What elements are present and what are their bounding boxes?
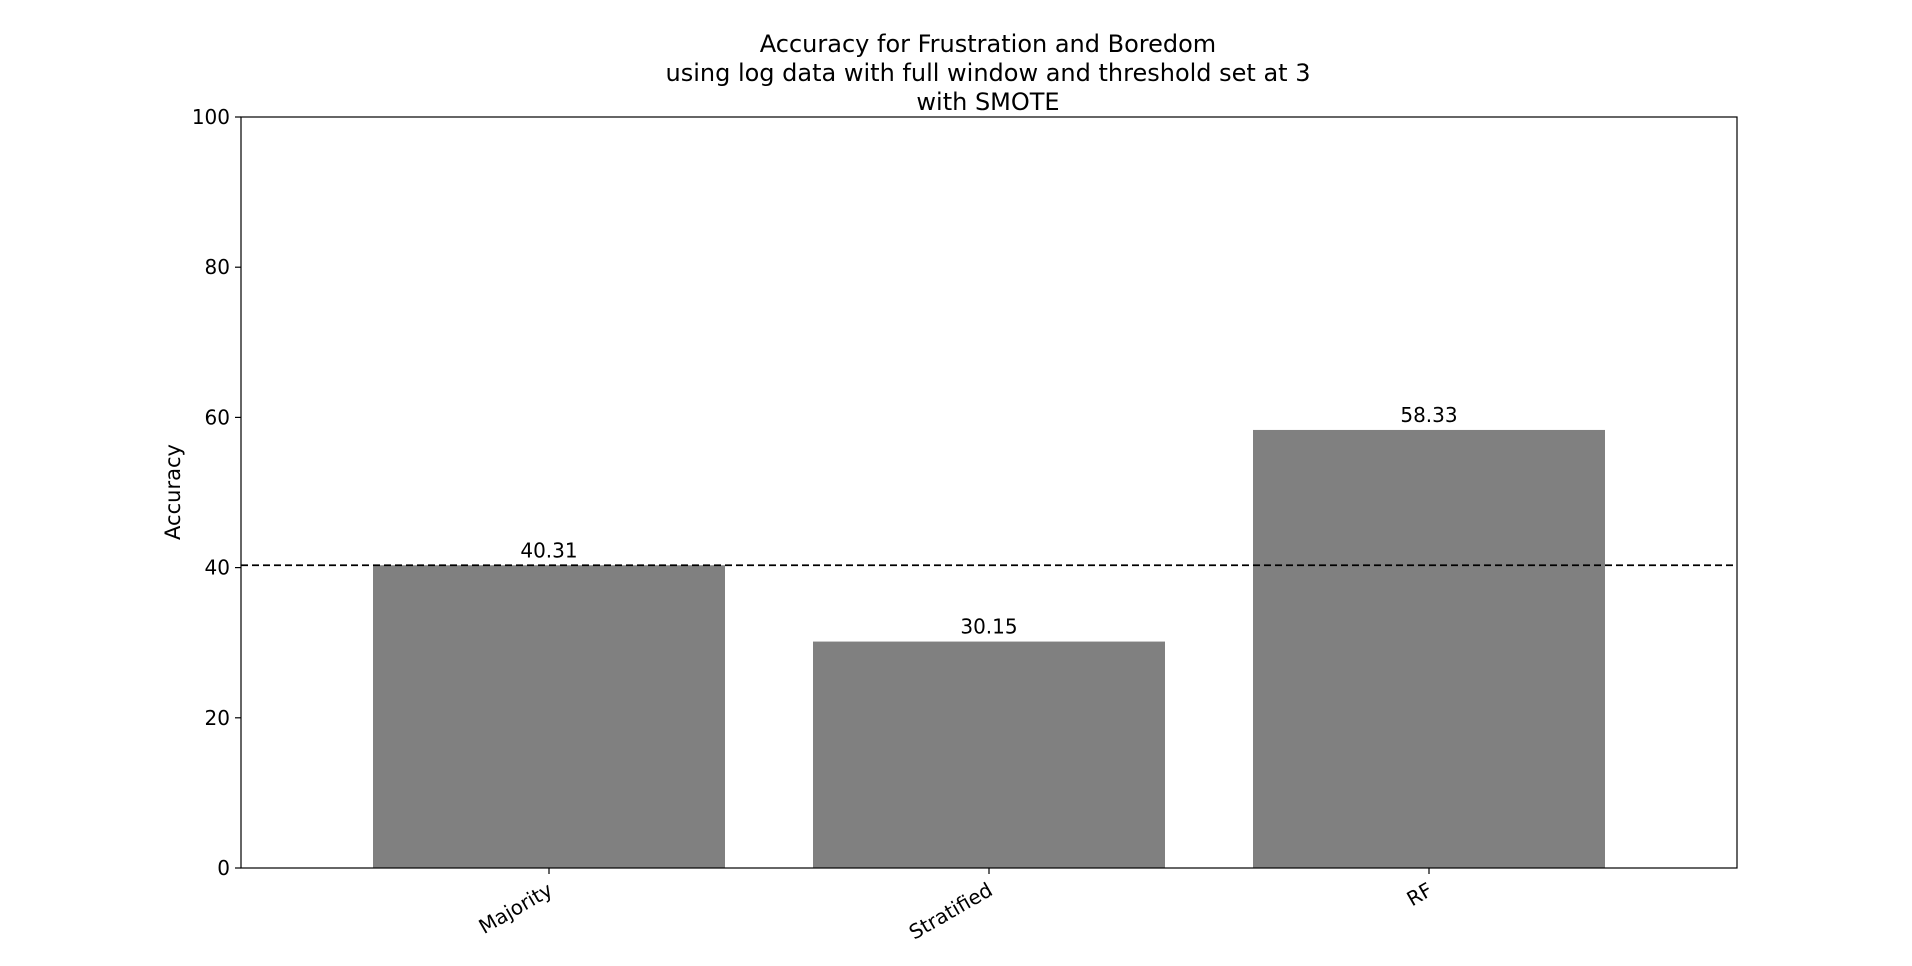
y-tick-label: 80 (205, 255, 230, 279)
chart-title: Accuracy for Frustration and Boredom usi… (666, 30, 1311, 116)
bar-value-labels: 40.31 30.15 58.33 (520, 403, 1457, 639)
y-axis-label: Accuracy (161, 444, 185, 540)
bar-stratified (813, 641, 1165, 868)
bar-value-label: 30.15 (960, 615, 1017, 639)
bar-rf (1253, 429, 1605, 868)
bar-value-label: 58.33 (1400, 403, 1457, 427)
y-tick-label: 0 (217, 856, 230, 880)
y-tick-label: 60 (205, 405, 230, 429)
chart-title-line-1: Accuracy for Frustration and Boredom (760, 30, 1216, 58)
y-tick-label: 100 (192, 105, 230, 129)
bars (373, 429, 1605, 868)
chart-title-line-3: with SMOTE (916, 88, 1059, 116)
y-axis: 0 20 40 60 80 100 (192, 105, 241, 880)
y-tick-label: 20 (205, 706, 230, 730)
y-tick-label: 40 (205, 556, 230, 580)
chart-title-line-2: using log data with full window and thre… (666, 59, 1311, 87)
bar-majority (373, 565, 725, 868)
bar-value-label: 40.31 (520, 538, 577, 562)
